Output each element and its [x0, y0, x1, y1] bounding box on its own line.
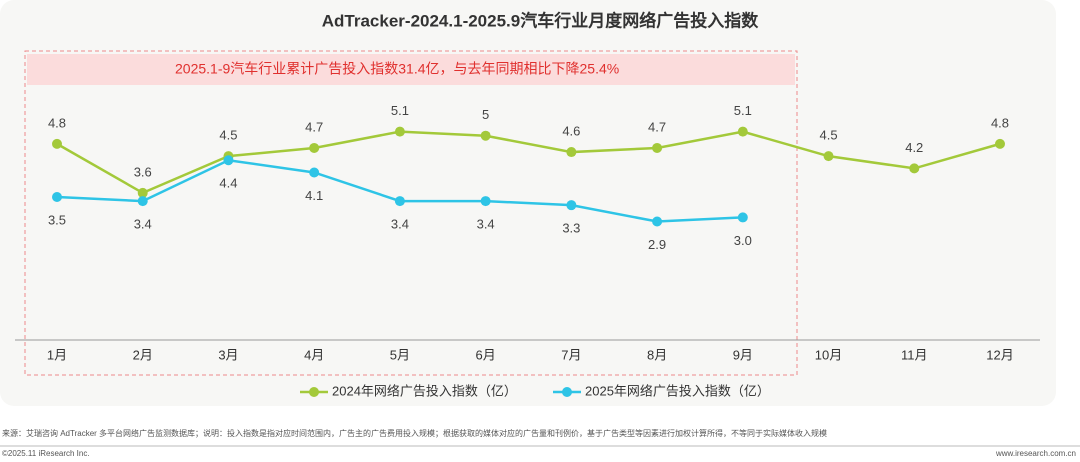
data-label: 2.9	[648, 237, 666, 252]
legend-marker	[562, 387, 572, 397]
point	[480, 130, 491, 141]
x-tick-label: 5月	[390, 347, 410, 362]
legend-marker	[309, 387, 319, 397]
point	[480, 196, 491, 207]
point	[823, 151, 834, 162]
data-label: 4.5	[820, 128, 838, 143]
data-label: 3.0	[734, 233, 752, 248]
legend-label: 2025年网络广告投入指数（亿）	[585, 383, 770, 398]
data-label: 4.7	[648, 119, 666, 134]
annotation: 2025.1-9汽车行业累计广告投入指数31.4亿，与去年同期相比下降25.4%	[175, 61, 619, 77]
data-label: 4.8	[991, 115, 1009, 130]
x-tick-label: 12月	[986, 347, 1013, 362]
point	[309, 167, 320, 178]
point	[737, 126, 748, 137]
point	[995, 138, 1005, 149]
x-tick-label: 11月	[901, 347, 928, 362]
data-label: 5.1	[734, 103, 752, 118]
series-line	[56, 130, 1001, 195]
point	[394, 196, 405, 207]
highlight-box	[24, 50, 798, 376]
point	[394, 126, 405, 137]
point	[223, 155, 234, 166]
data-label: 3.4	[477, 217, 495, 232]
x-tick-label: 10月	[815, 347, 842, 362]
annotation-band	[27, 54, 795, 85]
data-label: 3.4	[391, 217, 409, 232]
point	[52, 192, 62, 202]
point	[309, 142, 320, 153]
data-label: 3.4	[134, 217, 152, 232]
data-label: 5.1	[391, 103, 409, 118]
x-tick-label: 1月	[47, 347, 67, 362]
point	[137, 196, 148, 207]
data-label: 3.3	[562, 221, 580, 236]
data-label: 4.4	[219, 176, 237, 191]
point	[909, 163, 920, 174]
chart-title: AdTracker-2024.1-2025.9汽车行业月度网络广告投入指数	[322, 10, 759, 30]
x-tick-label: 4月	[304, 347, 324, 362]
point	[137, 187, 148, 198]
data-label: 3.6	[134, 164, 152, 179]
point	[737, 212, 748, 223]
point	[652, 216, 663, 227]
point	[566, 147, 577, 158]
data-label: 4.6	[562, 123, 580, 138]
x-tick-label: 7月	[561, 347, 581, 362]
x-tick-label: 9月	[733, 347, 753, 362]
x-tick-label: 2月	[133, 347, 153, 362]
data-label: 4.1	[305, 188, 323, 203]
x-tick-label: 3月	[218, 347, 238, 362]
copyright: ©2025.11 iResearch Inc.	[2, 449, 90, 458]
x-tick-label: 6月	[476, 347, 496, 362]
data-label: 4.8	[48, 115, 66, 130]
point	[566, 200, 577, 211]
legend-label: 2024年网络广告投入指数（亿）	[332, 383, 517, 398]
point	[52, 138, 62, 149]
data-label: 4.7	[305, 119, 323, 134]
source-note: 来源：艾瑞咨询 AdTracker 多平台网络广告监测数据库；说明：投入指数是指…	[2, 428, 827, 438]
data-label: 5	[482, 107, 489, 122]
x-tick-label: 8月	[647, 347, 667, 362]
data-label: 4.5	[219, 128, 237, 143]
data-label: 3.5	[48, 212, 66, 227]
point	[652, 142, 663, 153]
data-label: 4.2	[905, 140, 923, 155]
website: www.iresearch.com.cn	[995, 449, 1076, 458]
